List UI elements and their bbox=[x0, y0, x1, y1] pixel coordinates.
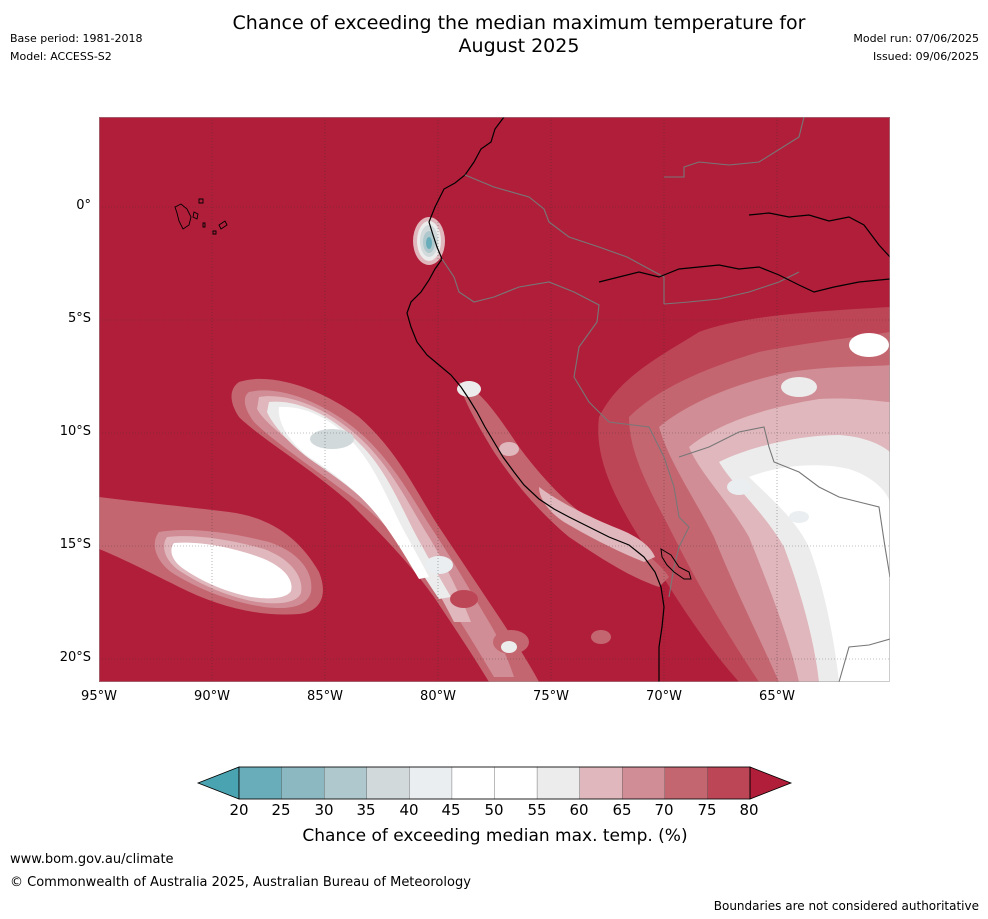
colorbar-cell bbox=[664, 766, 709, 800]
colorbar-tick-55: 55 bbox=[527, 801, 547, 819]
colorbar bbox=[196, 766, 793, 800]
lon-label-85w: 85°W bbox=[307, 689, 343, 704]
colorbar-cell bbox=[579, 766, 623, 800]
contour-spot-south-inner bbox=[501, 641, 517, 653]
lat-label-0: 0° bbox=[76, 198, 91, 213]
contour-spot-guayaquil bbox=[413, 217, 445, 265]
contour-plume-west bbox=[99, 497, 323, 615]
lat-label-15s: 15°S bbox=[59, 537, 91, 552]
probability-map bbox=[99, 117, 890, 682]
footer-copyright: © Commonwealth of Australia 2025, Austra… bbox=[10, 875, 471, 890]
colorbar-title: Chance of exceeding median max. temp. (%… bbox=[302, 826, 688, 846]
lat-label-20s: 20°S bbox=[59, 650, 91, 665]
amazon-river bbox=[598, 264, 890, 293]
lon-label-95w: 95°W bbox=[81, 689, 117, 704]
galapagos-islands bbox=[174, 198, 228, 235]
colorbar-tick-65: 65 bbox=[612, 801, 632, 819]
colorbar-cell bbox=[622, 766, 666, 800]
coastline bbox=[406, 117, 665, 682]
colorbar-tick-35: 35 bbox=[356, 801, 376, 819]
model-name: Model: ACCESS-S2 bbox=[10, 50, 112, 63]
meta-right: Model run: 07/06/2025 Issued: 09/06/2025 bbox=[853, 32, 979, 68]
issued-date: Issued: 09/06/2025 bbox=[872, 50, 979, 63]
contour-spot-south-2 bbox=[591, 630, 611, 644]
base-period: Base period: 1981-2018 bbox=[10, 32, 143, 45]
colorbar-tick-80: 80 bbox=[739, 801, 759, 819]
colorbar-tick-70: 70 bbox=[654, 801, 674, 819]
colorbar-tick-30: 30 bbox=[314, 801, 334, 819]
graticule bbox=[99, 117, 890, 682]
title-line-1: Chance of exceeding the median maximum t… bbox=[232, 12, 806, 34]
colorbar-cell bbox=[707, 766, 751, 800]
map-frame bbox=[99, 117, 890, 682]
colorbar-tick-50: 50 bbox=[484, 801, 504, 819]
lon-label-70w: 70°W bbox=[646, 689, 682, 704]
lon-label-90w: 90°W bbox=[194, 689, 230, 704]
model-run: Model run: 07/06/2025 bbox=[853, 32, 979, 45]
colorbar-cell bbox=[238, 766, 283, 800]
colorbar-cell bbox=[536, 766, 581, 800]
colorbar-cell bbox=[281, 766, 325, 800]
colorbar-tick-25: 25 bbox=[271, 801, 291, 819]
lon-label-80w: 80°W bbox=[420, 689, 456, 704]
colorbar-tick-20: 20 bbox=[229, 801, 249, 819]
lat-label-10s: 10°S bbox=[59, 424, 91, 439]
colorbar-frame bbox=[238, 766, 751, 800]
contour-region-east bbox=[598, 307, 890, 682]
contour-spot-south-3 bbox=[450, 590, 478, 608]
colorbar-below-arrow bbox=[196, 766, 240, 800]
colorbar-above-arrow bbox=[749, 766, 793, 800]
country-borders bbox=[441, 117, 890, 682]
colorbar-tick-45: 45 bbox=[441, 801, 461, 819]
footer-note: Boundaries are not considered authoritat… bbox=[713, 899, 979, 913]
colorbar-tick-75: 75 bbox=[697, 801, 717, 819]
footer-url: www.bom.gov.au/climate bbox=[10, 852, 174, 867]
meta-left: Base period: 1981-2018 Model: ACCESS-S2 bbox=[10, 32, 142, 68]
lon-label-75w: 75°W bbox=[533, 689, 569, 704]
lon-label-65w: 65°W bbox=[759, 689, 795, 704]
lat-label-5s: 5°S bbox=[67, 311, 91, 326]
colorbar-cell bbox=[494, 766, 538, 800]
map-title: Chance of exceeding the median maximum t… bbox=[150, 12, 888, 58]
lake-titicaca bbox=[660, 548, 692, 580]
colorbar-cell bbox=[366, 766, 410, 800]
colorbar-cells bbox=[238, 766, 751, 800]
colorbar-cell bbox=[409, 766, 453, 800]
colorbar-tick-60: 60 bbox=[569, 801, 589, 819]
colorbar-cell bbox=[323, 766, 368, 800]
title-line-2: August 2025 bbox=[458, 35, 580, 57]
colorbar-tick-40: 40 bbox=[399, 801, 419, 819]
colorbar-cell bbox=[451, 766, 496, 800]
river-north bbox=[748, 212, 890, 258]
